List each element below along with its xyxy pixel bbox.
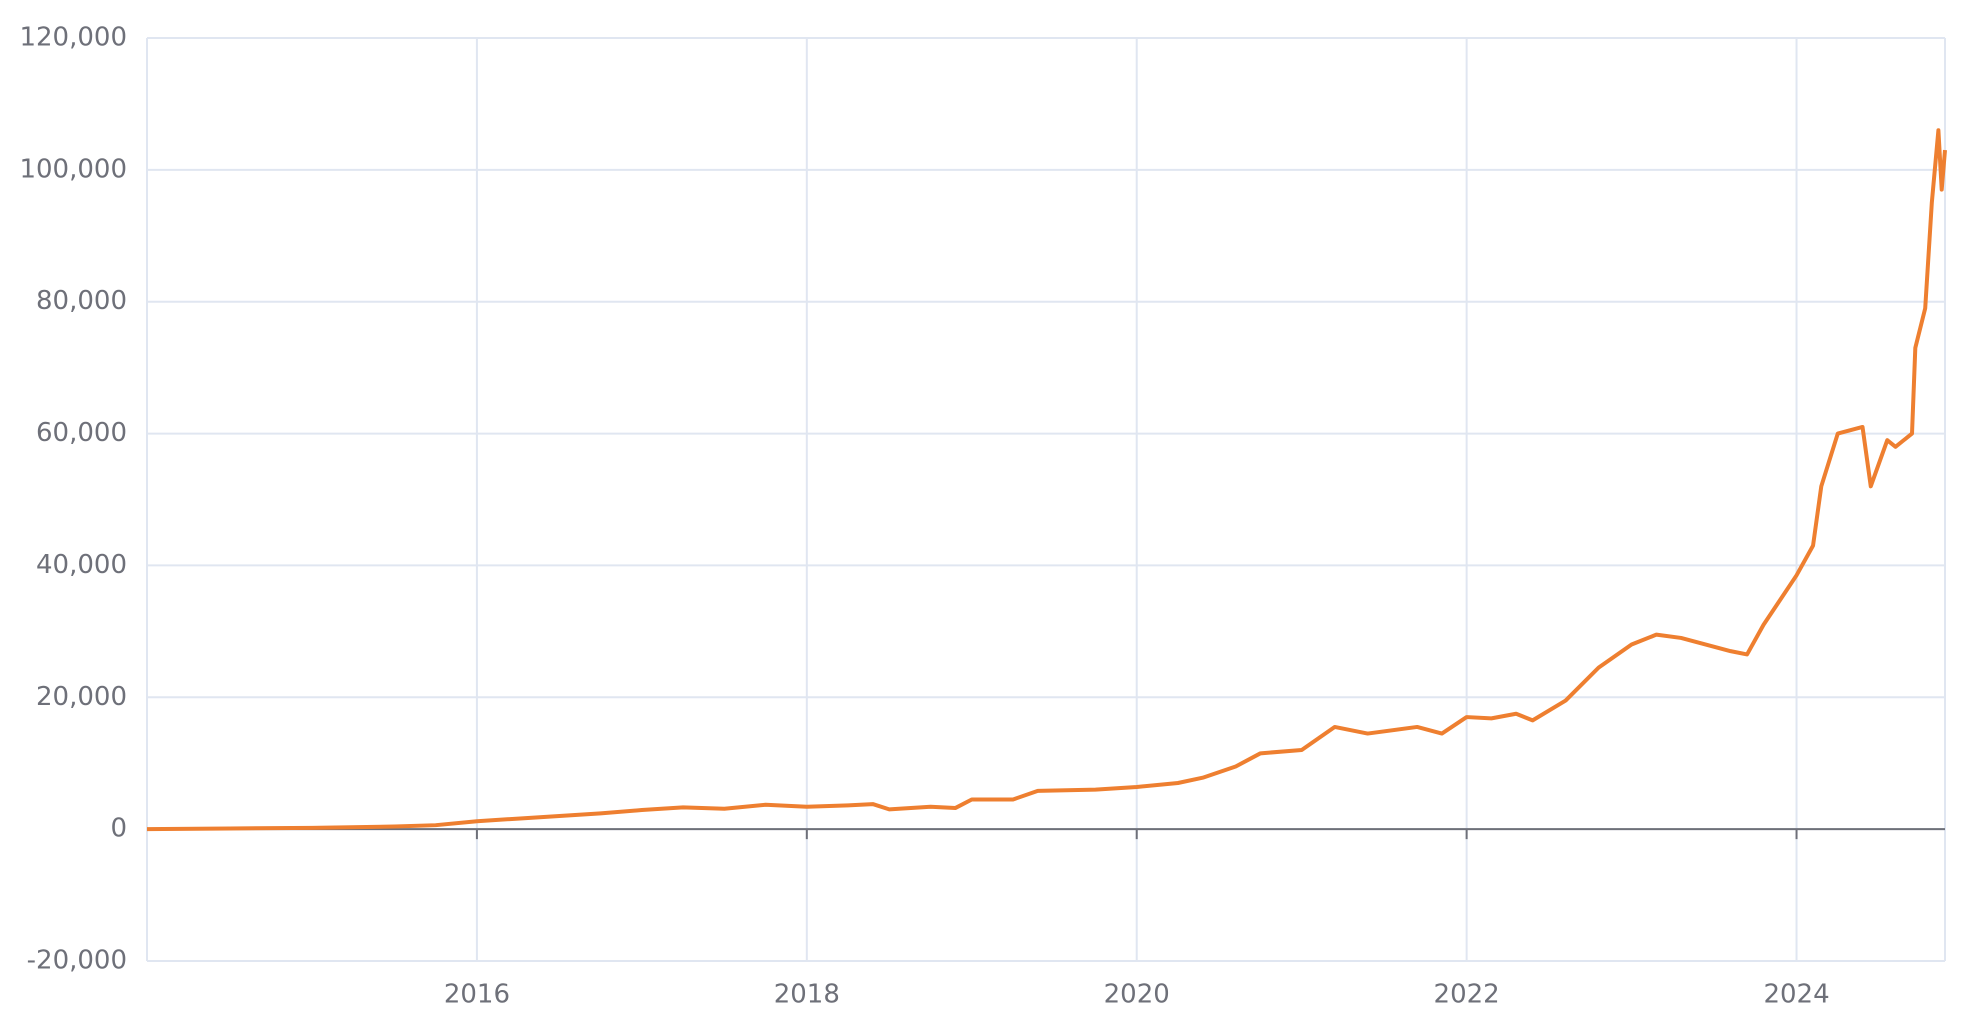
x-tick-label: 2020 [1104,980,1170,1010]
y-tick-label: 40,000 [36,550,127,580]
y-tick-label: 20,000 [36,682,127,712]
y-tick-label: 120,000 [19,23,127,53]
data-line [146,128,1947,832]
y-tick-label: 0 [110,814,127,844]
y-tick-label: 60,000 [36,418,127,448]
y-tick-label: 80,000 [36,286,127,316]
x-tick-label: 2018 [774,980,840,1010]
x-tick-label: 2016 [444,980,510,1010]
x-tick-label: 2022 [1434,980,1500,1010]
y-tick-label: 100,000 [19,154,127,184]
y-tick-label: -20,000 [27,946,127,976]
x-tick-label: 2024 [1763,980,1829,1010]
